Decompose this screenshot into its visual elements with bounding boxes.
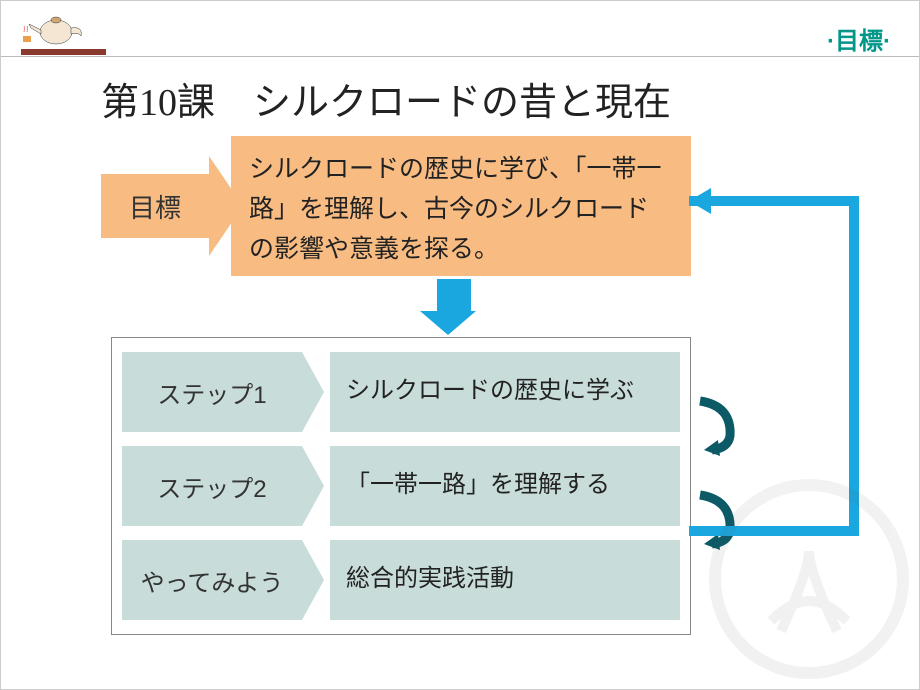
step-label: やってみよう	[122, 540, 302, 620]
step-label: ステップ2	[122, 446, 302, 526]
underline-bar	[21, 49, 106, 55]
watermark-icon	[709, 479, 909, 679]
corner-label: ·目標·	[827, 21, 891, 56]
goal-text: シルクロードの歴史に学び、「一帯一路」を理解し、古今のシルクロードの影響や意義を…	[231, 136, 691, 276]
step-row: やってみよう 総合的実践活動	[122, 536, 680, 624]
chevron-icon	[302, 540, 324, 620]
step-desc: 「一帯一路」を理解する	[330, 446, 680, 526]
goal-label: 目標	[101, 174, 209, 238]
step-desc: 総合的実践活動	[330, 540, 680, 620]
step-row: ステップ1 シルクロードの歴史に学ぶ	[122, 348, 680, 436]
chevron-icon	[302, 352, 324, 432]
goal-arrow: 目標	[101, 156, 236, 256]
curve-arrow-icon	[690, 396, 740, 456]
step-label: ステップ1	[122, 352, 302, 432]
chevron-icon	[302, 446, 324, 526]
steps-container: ステップ1 シルクロードの歴史に学ぶ ステップ2 「一帯一路」を理解する やって…	[111, 337, 691, 635]
arrow-down-icon	[431, 279, 476, 335]
teapot-icon	[21, 6, 91, 51]
page-title: 第10課 シルクロードの昔と現在	[101, 71, 671, 126]
top-bar: ·目標·	[1, 1, 919, 57]
step-desc: シルクロードの歴史に学ぶ	[330, 352, 680, 432]
step-row: ステップ2 「一帯一路」を理解する	[122, 442, 680, 530]
arrow-head-icon	[689, 188, 711, 214]
